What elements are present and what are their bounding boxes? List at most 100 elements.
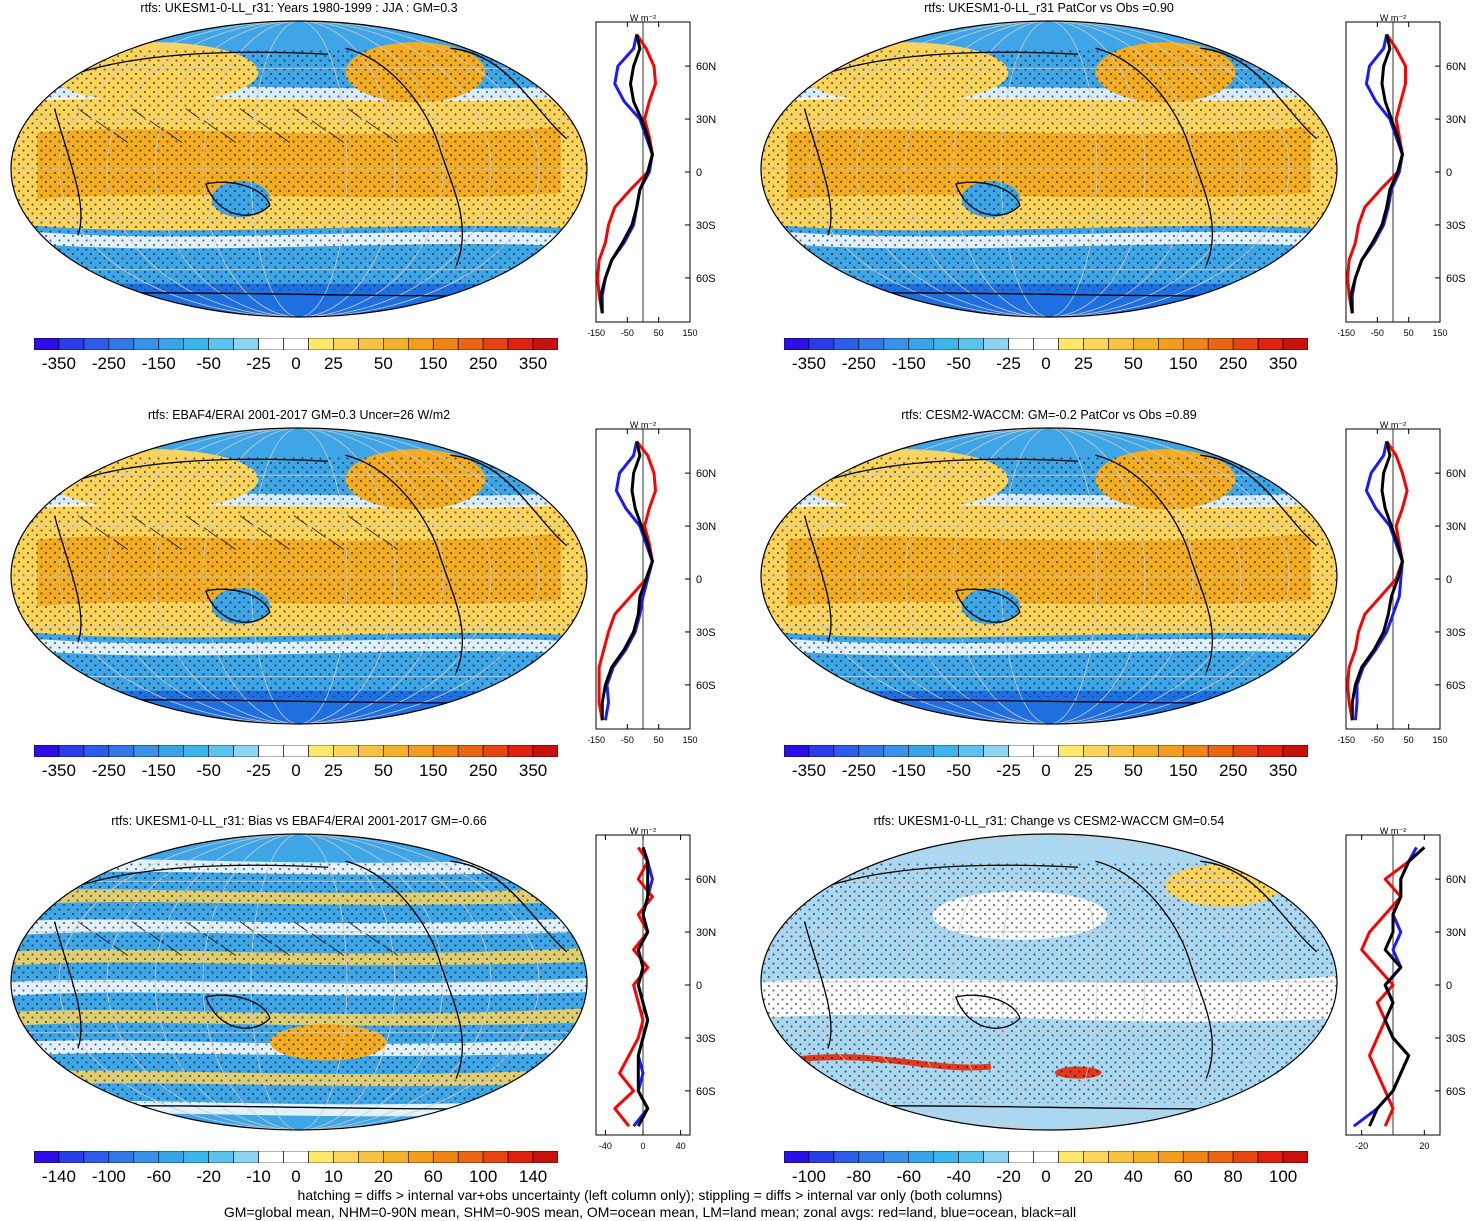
zonal-unit-label: W m⁻² bbox=[1380, 826, 1406, 836]
colorbar-swatch bbox=[983, 338, 1009, 350]
zonal-plot: W m⁻² 60N 30N 0 30S 60S -150 -50 50 150 bbox=[1338, 420, 1466, 745]
colorbar-label: 350 bbox=[1268, 761, 1298, 780]
graticule bbox=[761, 428, 1337, 724]
zonal-unit-label: W m⁻² bbox=[630, 420, 656, 430]
zonal-lat-label: 30N bbox=[1446, 521, 1466, 533]
colorbar-swatch bbox=[833, 338, 860, 350]
colorbar-label: 140 bbox=[518, 1167, 548, 1186]
colorbar-label: -250 bbox=[91, 354, 126, 373]
colorbar-label: 0 bbox=[1041, 761, 1051, 780]
zonal-plot: W m⁻² 60N 30N 0 30S 60S -150 -50 50 150 bbox=[588, 13, 716, 338]
colorbar-label: -80 bbox=[846, 1167, 872, 1186]
colorbar-label: 100 bbox=[1268, 1167, 1298, 1186]
colorbar-label: 0 bbox=[1041, 354, 1051, 373]
colorbar-swatch bbox=[383, 1151, 409, 1163]
map-border bbox=[10, 20, 588, 318]
zonal-x-tick-label: 150 bbox=[682, 328, 697, 338]
colorbar-swatch bbox=[133, 745, 160, 757]
zonal-land-line bbox=[1346, 440, 1409, 721]
zonal-unit-label: W m⁻² bbox=[630, 13, 656, 23]
colorbar-swatch bbox=[532, 1151, 558, 1163]
zonal-unit-label: W m⁻² bbox=[1380, 13, 1406, 23]
colorbar-label: 350 bbox=[1268, 354, 1298, 373]
colorbar-label: -250 bbox=[841, 354, 876, 373]
colorbar-swatch bbox=[482, 1151, 509, 1163]
zonal-x-tick-label: -150 bbox=[588, 735, 605, 745]
colorbar-label: -25 bbox=[246, 354, 271, 373]
colorbar-label: -250 bbox=[841, 761, 876, 780]
panel-4: rtfs: CESM2-WACCM: GM=-0.2 PatCor vs Obs… bbox=[750, 407, 1483, 797]
colorbar-swatch bbox=[108, 745, 135, 757]
footer-line-1: hatching = diffs > internal var+obs unce… bbox=[297, 1187, 1003, 1203]
map bbox=[10, 833, 588, 1131]
colorbar-label: -25 bbox=[246, 761, 271, 780]
colorbar-label: -25 bbox=[996, 354, 1021, 373]
colorbar-swatch bbox=[432, 745, 459, 757]
colorbar-label: -50 bbox=[946, 354, 971, 373]
colorbar-swatch bbox=[258, 1151, 284, 1163]
colorbar-swatch bbox=[258, 338, 284, 350]
zonal-lat-label: 60S bbox=[1446, 1086, 1466, 1098]
colorbar-swatch bbox=[283, 745, 309, 757]
colorbar-swatch bbox=[784, 745, 810, 757]
colorbar-swatch bbox=[1182, 338, 1209, 350]
zonal-lat-label: 0 bbox=[696, 574, 702, 586]
colorbar-label: -350 bbox=[41, 761, 76, 780]
panel-2: rtfs: UKESM1-0-LL_r31 PatCor vs Obs =0.9… bbox=[750, 0, 1483, 390]
colorbar-swatch bbox=[833, 745, 860, 757]
colorbar-swatch bbox=[1108, 745, 1134, 757]
colorbar-label: 50 bbox=[1123, 761, 1143, 780]
colorbar-swatch bbox=[1157, 1151, 1184, 1163]
panel-3: rtfs: EBAF4/ERAI 2001-2017 GM=0.3 Uncer=… bbox=[0, 407, 733, 797]
colorbar-labels: -350 -250 -150 -50 -25 0 25 50 150 250 350 bbox=[34, 354, 558, 376]
map-title: rtfs: UKESM1-0-LL_r31: Change vs CESM2-W… bbox=[873, 814, 1225, 828]
colorbar-label: -150 bbox=[891, 354, 926, 373]
colorbar-label: -150 bbox=[141, 761, 176, 780]
colorbar-swatch bbox=[1207, 338, 1234, 350]
graticule bbox=[11, 834, 587, 1130]
zonal-x-tick-label: -50 bbox=[1371, 328, 1384, 338]
colorbar bbox=[34, 1151, 558, 1163]
zonal-plot: W m⁻² 60N 30N 0 30S 60S -40 0 40 bbox=[595, 826, 716, 1151]
colorbar-label: 150 bbox=[419, 761, 448, 780]
map-title: rtfs: UKESM1-0-LL_r31: Bias vs EBAF4/ERA… bbox=[111, 814, 487, 828]
colorbar-label: 250 bbox=[1218, 354, 1248, 373]
zonal-lat-label: 60S bbox=[696, 680, 716, 692]
colorbar-swatch bbox=[432, 338, 459, 350]
colorbar-swatch bbox=[1282, 338, 1308, 350]
colorbar-swatch bbox=[158, 338, 185, 350]
zonal-lat-label: 30N bbox=[696, 114, 716, 126]
colorbar-swatch bbox=[908, 1151, 935, 1163]
colorbar-swatch bbox=[983, 1151, 1009, 1163]
colorbar-label: 150 bbox=[1169, 354, 1198, 373]
colorbar-swatch bbox=[933, 338, 959, 350]
map-title: rtfs: UKESM1-0-LL_r31: Years 1980-1999 :… bbox=[140, 1, 458, 15]
colorbar-swatch bbox=[1008, 745, 1034, 757]
colorbar-label: 25 bbox=[1073, 354, 1093, 373]
colorbar-label: 0 bbox=[291, 354, 301, 373]
map bbox=[10, 427, 588, 725]
colorbar-label: 0 bbox=[1041, 1167, 1051, 1186]
colorbar-label: 250 bbox=[468, 761, 498, 780]
colorbar-swatch bbox=[908, 745, 935, 757]
colorbar-swatch bbox=[983, 745, 1009, 757]
colorbar-label: 250 bbox=[468, 354, 498, 373]
graticule bbox=[761, 21, 1337, 317]
colorbar-swatch bbox=[1257, 1151, 1284, 1163]
colorbar-swatch bbox=[507, 745, 534, 757]
colorbar-swatch bbox=[83, 1151, 110, 1163]
zonal-lat-label: 60N bbox=[1446, 468, 1466, 480]
colorbar-swatch bbox=[183, 338, 209, 350]
graticule bbox=[11, 428, 587, 724]
map-border bbox=[10, 427, 588, 725]
colorbar-swatch bbox=[407, 745, 434, 757]
colorbar-swatch bbox=[1157, 338, 1184, 350]
colorbar-swatch bbox=[883, 338, 910, 350]
colorbar-swatch bbox=[858, 1151, 885, 1163]
colorbar-label: 150 bbox=[419, 354, 448, 373]
zonal-lat-label: 60N bbox=[1446, 874, 1466, 886]
colorbar-label: 80 bbox=[1223, 1167, 1243, 1186]
colorbar-labels: -140 -100 -60 -20 -10 0 10 20 60 100 140 bbox=[34, 1167, 558, 1189]
zonal-x-tick-label: 50 bbox=[1404, 328, 1414, 338]
colorbar-swatch bbox=[833, 1151, 860, 1163]
